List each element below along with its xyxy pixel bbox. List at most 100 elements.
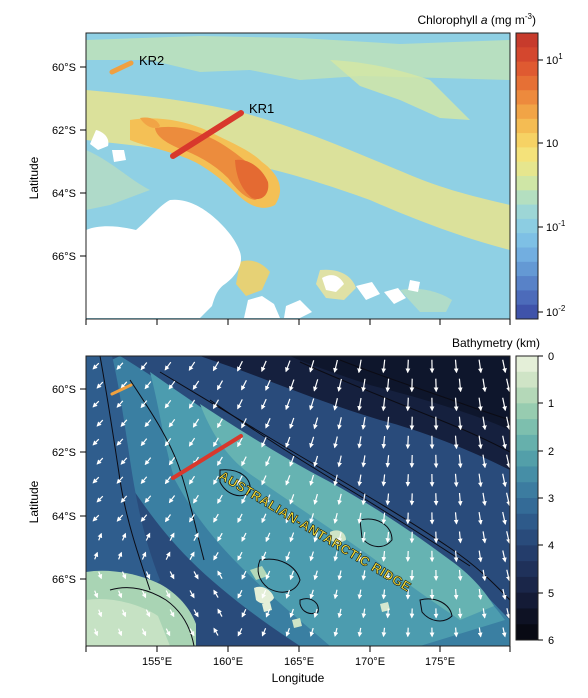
current-arrow — [385, 570, 391, 581]
current-arrow — [309, 589, 315, 600]
bathy-tick-6: 6 — [548, 635, 554, 647]
current-arrow — [145, 571, 151, 580]
current-arrow — [506, 416, 510, 431]
colorbar-swatch — [516, 61, 538, 77]
bottom-ytick-62s: 62°S — [52, 447, 76, 459]
current-arrow — [457, 608, 463, 619]
bathy-tick-5: 5 — [548, 588, 554, 600]
current-arrow — [193, 571, 199, 580]
current-arrow — [385, 531, 391, 544]
bottom-x-axis: 155°E 160°E 165°E 170°E 175°E — [85, 646, 511, 668]
current-arrow — [457, 492, 463, 506]
current-arrow — [144, 495, 152, 504]
current-arrow — [141, 628, 147, 637]
current-arrow — [477, 627, 483, 638]
current-arrow — [506, 492, 510, 507]
current-arrow — [193, 532, 199, 541]
current-arrow — [313, 608, 319, 619]
current-arrow — [261, 513, 267, 524]
current-arrow — [164, 399, 172, 409]
current-arrow — [457, 416, 463, 431]
current-arrow — [381, 359, 387, 374]
current-arrow — [213, 437, 219, 448]
xtick-155e: 155°E — [142, 656, 172, 668]
current-arrow — [289, 379, 295, 392]
current-arrow — [140, 400, 148, 409]
colorbar-swatch — [516, 276, 538, 291]
current-arrow — [361, 455, 367, 468]
current-arrow — [189, 551, 195, 560]
chlorophyll-map — [86, 33, 510, 319]
current-arrow — [506, 569, 510, 582]
xlabel: Longitude — [272, 671, 325, 685]
current-arrow — [120, 495, 128, 503]
current-arrow — [92, 400, 100, 408]
current-arrow — [121, 532, 127, 541]
current-arrow — [261, 475, 267, 486]
bottom-map-frame — [85, 355, 511, 647]
current-arrow — [92, 476, 100, 484]
top-ylabel: Latitude — [27, 156, 41, 199]
current-arrow — [482, 416, 487, 431]
xtick-170e: 170°E — [355, 656, 385, 668]
current-arrow — [361, 570, 367, 581]
colorbar-swatch — [516, 118, 538, 134]
current-arrow — [385, 455, 391, 468]
current-arrow — [337, 378, 342, 392]
bathymetry-colorbar-title: Bathymetry (km) — [452, 336, 540, 350]
current-arrow — [97, 609, 103, 618]
current-arrow — [361, 532, 367, 543]
current-arrow — [505, 608, 510, 619]
current-arrow — [477, 473, 483, 488]
current-arrow — [92, 362, 100, 370]
chlorophyll-colorbar-frame — [515, 32, 539, 320]
current-arrow — [481, 569, 487, 582]
colorbar-swatch — [516, 190, 538, 206]
current-arrow — [145, 609, 151, 618]
current-arrow — [144, 457, 152, 466]
current-arrow — [217, 418, 223, 429]
current-arrow — [381, 397, 387, 412]
current-arrow — [165, 551, 171, 560]
current-arrow — [265, 379, 271, 391]
current-arrow — [93, 628, 99, 637]
current-arrow — [168, 457, 176, 466]
current-arrow — [237, 551, 243, 561]
top-ytick-66s: 66°S — [52, 251, 76, 263]
current-arrow — [237, 513, 243, 523]
current-arrow — [361, 493, 367, 506]
transect-kr2-label: KR2 — [139, 53, 164, 68]
current-arrow — [385, 416, 391, 431]
bathymetry-colorbar-ticks: 0 1 2 3 4 5 6 — [538, 351, 554, 647]
current-arrow — [502, 435, 507, 450]
current-arrow — [313, 455, 319, 468]
current-arrow — [381, 436, 387, 449]
current-arrow — [265, 570, 271, 580]
current-arrow — [482, 378, 487, 393]
current-arrow — [117, 628, 123, 637]
current-arrow — [337, 417, 342, 430]
top-map-frame — [85, 32, 511, 320]
current-arrow — [457, 569, 463, 582]
top-ytick-62s: 62°S — [52, 125, 76, 137]
current-arrow — [385, 608, 391, 619]
colorbar-swatch — [516, 466, 538, 483]
current-arrow — [188, 475, 196, 485]
current-arrow — [333, 474, 339, 487]
current-arrow — [453, 359, 459, 374]
current-arrow — [309, 436, 315, 449]
current-arrow — [313, 570, 319, 581]
current-arrow — [164, 361, 172, 371]
colorbar-swatch — [516, 204, 538, 220]
colorbar-swatch — [516, 75, 538, 91]
current-arrow — [140, 438, 148, 447]
current-arrow — [164, 514, 171, 523]
current-arrow — [261, 628, 267, 637]
current-arrow — [241, 532, 247, 542]
current-arrow — [357, 436, 363, 449]
colorbar-swatch — [516, 247, 538, 263]
current-arrow — [453, 435, 459, 450]
current-arrow — [120, 419, 128, 427]
colorbar-swatch — [516, 147, 538, 163]
